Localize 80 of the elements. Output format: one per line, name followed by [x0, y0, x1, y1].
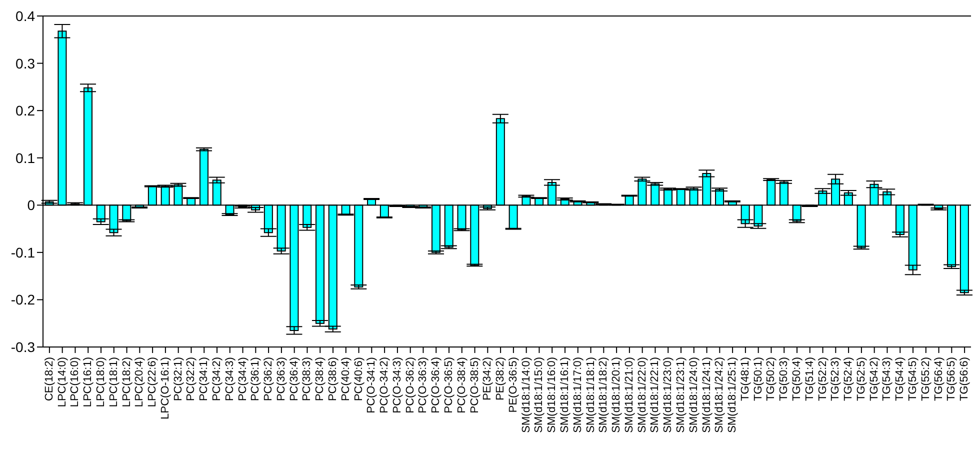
x-tick-label: SM(d18:1/18:2): [598, 357, 610, 433]
x-tick-label: PC(O-36:3): [417, 357, 430, 414]
x-tick-label: TG(52:2): [816, 357, 829, 402]
y-tick-label: -0.2: [10, 292, 36, 308]
x-tick-label: LPC(16:1): [82, 357, 94, 408]
x-tick-label: SM(d18:1/22:0): [636, 357, 648, 433]
x-tick-label: LPC(O-16:1): [159, 357, 172, 420]
x-tick-label: PC(32:2): [185, 357, 198, 402]
x-tick-label: PC(36:4): [288, 357, 300, 402]
x-tick-label: PE(38:2): [494, 357, 507, 400]
x-tick-label: SM(d18:1/15:0): [533, 357, 546, 433]
x-tick-label: LPC(14:0): [56, 357, 68, 408]
x-tick-label: SM(d18:1/23:1): [675, 357, 687, 433]
y-tick-label: 0.1: [16, 150, 36, 166]
x-tick-label: TG(54:3): [881, 357, 894, 402]
x-tick-label: TG(52:5): [855, 357, 868, 402]
y-tick-label: 0: [27, 197, 36, 214]
x-tick-label: PC(36:1): [250, 357, 262, 402]
x-tick-label: CE(18:2): [43, 357, 56, 402]
x-tick-label: TG(56:5): [946, 357, 958, 402]
x-tick-label: TG(54:5): [907, 357, 919, 402]
x-tick-label: PE(34:2): [482, 357, 494, 400]
x-tick-label: SM(d18:1/20:1): [610, 357, 623, 433]
x-tick-label: SM(d18:1/16:1): [559, 357, 571, 433]
x-tick-label: LPC(18:1): [108, 357, 120, 408]
x-tick-label: PC(O-36:2): [404, 357, 416, 414]
x-tick-label: PC(O-34:1): [366, 357, 378, 414]
x-tick-label: LPC(18:2): [120, 357, 133, 408]
x-tick-label: PC(36:3): [275, 357, 288, 402]
x-tick-label: SM(d18:1/16:0): [546, 357, 558, 433]
x-tick-label: LPC(20:4): [134, 357, 146, 408]
x-tick-label: TG(50:3): [778, 357, 790, 402]
x-tick-label: SM(d18:1/24:1): [700, 357, 713, 433]
x-tick-label: SM(d18:1/24:0): [688, 357, 700, 433]
x-tick-label: SM(d18:1/17:0): [572, 357, 584, 433]
x-tick-label: PC(O-36:4): [430, 357, 442, 414]
x-tick-label: PC(34:1): [198, 357, 210, 402]
x-tick-label: TG(50:1): [752, 357, 764, 402]
x-tick-label: PE(O-36:5): [507, 357, 520, 413]
x-tick-label: TG(54:4): [894, 357, 906, 402]
x-tick-label: PC(32:1): [172, 357, 184, 402]
x-tick-label: SM(d18:1/14:0): [520, 357, 532, 433]
x-tick-label: TG(55:2): [920, 357, 932, 402]
y-tick-label: 0.2: [16, 102, 36, 119]
x-tick-label: PC(38:6): [327, 357, 339, 402]
x-tick-label: TG(50:4): [791, 357, 803, 402]
x-tick-label: PC(34:3): [224, 357, 236, 402]
x-tick-label: SM(d18:1/21:0): [623, 357, 636, 433]
x-tick-label: TG(56:6): [958, 357, 971, 402]
x-tick-label: SM(d18:1/18:1): [584, 357, 597, 433]
x-tick-label: PC(O-36:5): [443, 357, 455, 414]
x-tick-label: TG(54:2): [868, 357, 880, 402]
y-tick-label: 0.4: [16, 8, 36, 24]
x-tick-label: PC(O-38:4): [456, 357, 468, 414]
x-tick-label: PC(40:6): [352, 357, 365, 402]
x-tick-label: SM(d18:1/24:2): [714, 357, 726, 433]
x-tick-label: PC(O-34:2): [378, 357, 391, 414]
x-tick-label: SM(d18:1/25:1): [726, 357, 739, 433]
x-tick-label: LPC(22:6): [146, 357, 159, 408]
x-tick-label: TG(50:2): [765, 357, 778, 402]
x-tick-label: PC(40:4): [340, 357, 352, 402]
y-tick-label: 0.3: [16, 55, 36, 72]
x-tick-label: PC(34:4): [236, 357, 249, 402]
x-tick-label: LPC(18:0): [95, 357, 107, 408]
x-tick-label: PC(34:2): [211, 357, 223, 402]
x-tick-label: PC(36:2): [262, 357, 275, 402]
x-tick-label: SM(d18:1/22:1): [649, 357, 662, 433]
y-tick-label: -0.1: [10, 244, 36, 260]
x-tick-label: TG(48:1): [739, 357, 752, 402]
x-tick-label: PC(38:4): [314, 357, 326, 402]
x-tick-label: TG(52:4): [842, 357, 855, 402]
x-tick-label: PC(O-38:5): [468, 357, 481, 414]
x-tick-label: SM(d18:1/23:0): [662, 357, 674, 433]
x-tick-label: PC(O-34:3): [391, 357, 404, 414]
x-tick-label: PC(38:3): [301, 357, 314, 402]
y-tick-label: -0.3: [10, 338, 36, 355]
x-tick-label: LPC(16:0): [69, 357, 82, 408]
x-tick-label: TG(51:4): [804, 357, 816, 402]
x-tick-label: TG(56:4): [932, 357, 945, 402]
x-tick-label: TG(52:3): [830, 357, 842, 402]
